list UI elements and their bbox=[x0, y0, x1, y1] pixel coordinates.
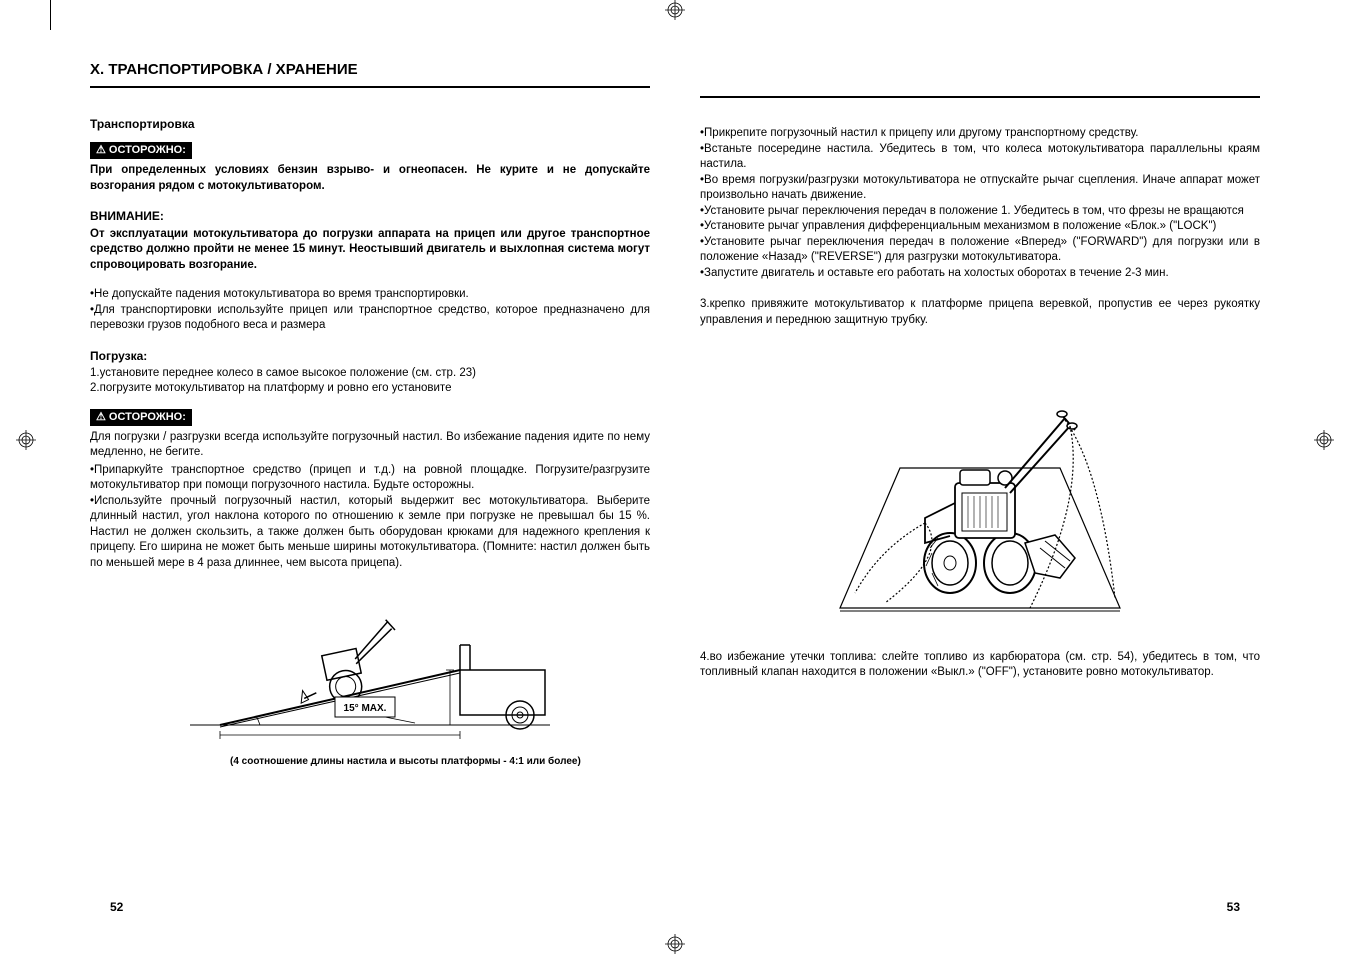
step-4: 4.во избежание утечки топлива: слейте то… bbox=[700, 650, 1260, 681]
crop-guide-line bbox=[50, 0, 51, 30]
step-3: 3.крепко привяжите мотокультиватор к пла… bbox=[700, 297, 1260, 328]
left-column: Х. ТРАНСПОРТИРОВКА / ХРАНЕНИЕ Транспорти… bbox=[90, 60, 650, 768]
page-spread: Х. ТРАНСПОРТИРОВКА / ХРАНЕНИЕ Транспорти… bbox=[0, 0, 1350, 808]
page-number-right: 53 bbox=[1227, 900, 1240, 914]
bullets-1: •Не допускайте падения мотокультиватора … bbox=[90, 287, 650, 334]
warning-block-2: ОСТОРОЖНО: Для погрузки / разгрузки всег… bbox=[90, 409, 650, 461]
caution-title: ВНИМАНИЕ: bbox=[90, 208, 650, 224]
ramp-diagram-icon: 15° MAX. bbox=[180, 585, 560, 745]
section-title: Х. ТРАНСПОРТИРОВКА / ХРАНЕНИЕ bbox=[90, 60, 650, 88]
right-column-rule bbox=[700, 96, 1260, 98]
right-column: •Прикрепите погрузочный настил к прицепу… bbox=[700, 60, 1260, 768]
warning-block-1: ОСТОРОЖНО: При определенных условиях бен… bbox=[90, 142, 650, 194]
warning-label-1: ОСТОРОЖНО: bbox=[90, 142, 192, 159]
figure-tie-down bbox=[700, 348, 1260, 634]
warning-2-intro: Для погрузки / разгрузки всегда использу… bbox=[90, 430, 650, 461]
figure-1-caption: (4 соотношение длины настила и высоты пл… bbox=[90, 755, 650, 769]
transport-subtitle: Транспортировка bbox=[90, 116, 650, 132]
warning-text-1: При определенных условиях бензин взрыво-… bbox=[90, 163, 650, 194]
angle-label: 15° MAX. bbox=[344, 703, 387, 714]
page-number-left: 52 bbox=[110, 900, 123, 914]
warning-label-2: ОСТОРОЖНО: bbox=[90, 409, 192, 426]
loading-title: Погрузка: bbox=[90, 348, 650, 364]
tie-down-diagram-icon bbox=[810, 348, 1150, 628]
loading-steps: 1.установите переднее колесо в самое выс… bbox=[90, 366, 650, 397]
registration-mark-right bbox=[1314, 430, 1334, 450]
bullets-2: •Припаркуйте транспортное средство (приц… bbox=[90, 463, 650, 572]
figure-ramp-loading: 15° MAX. (4 соотношение длины настила и … bbox=[90, 585, 650, 768]
registration-mark-bottom bbox=[665, 934, 685, 954]
right-bullets: •Прикрепите погрузочный настил к прицепу… bbox=[700, 126, 1260, 281]
caution-text: От эксплуатации мотокультиватора до погр… bbox=[90, 227, 650, 274]
registration-mark-top bbox=[665, 0, 685, 20]
registration-mark-left bbox=[16, 430, 36, 450]
